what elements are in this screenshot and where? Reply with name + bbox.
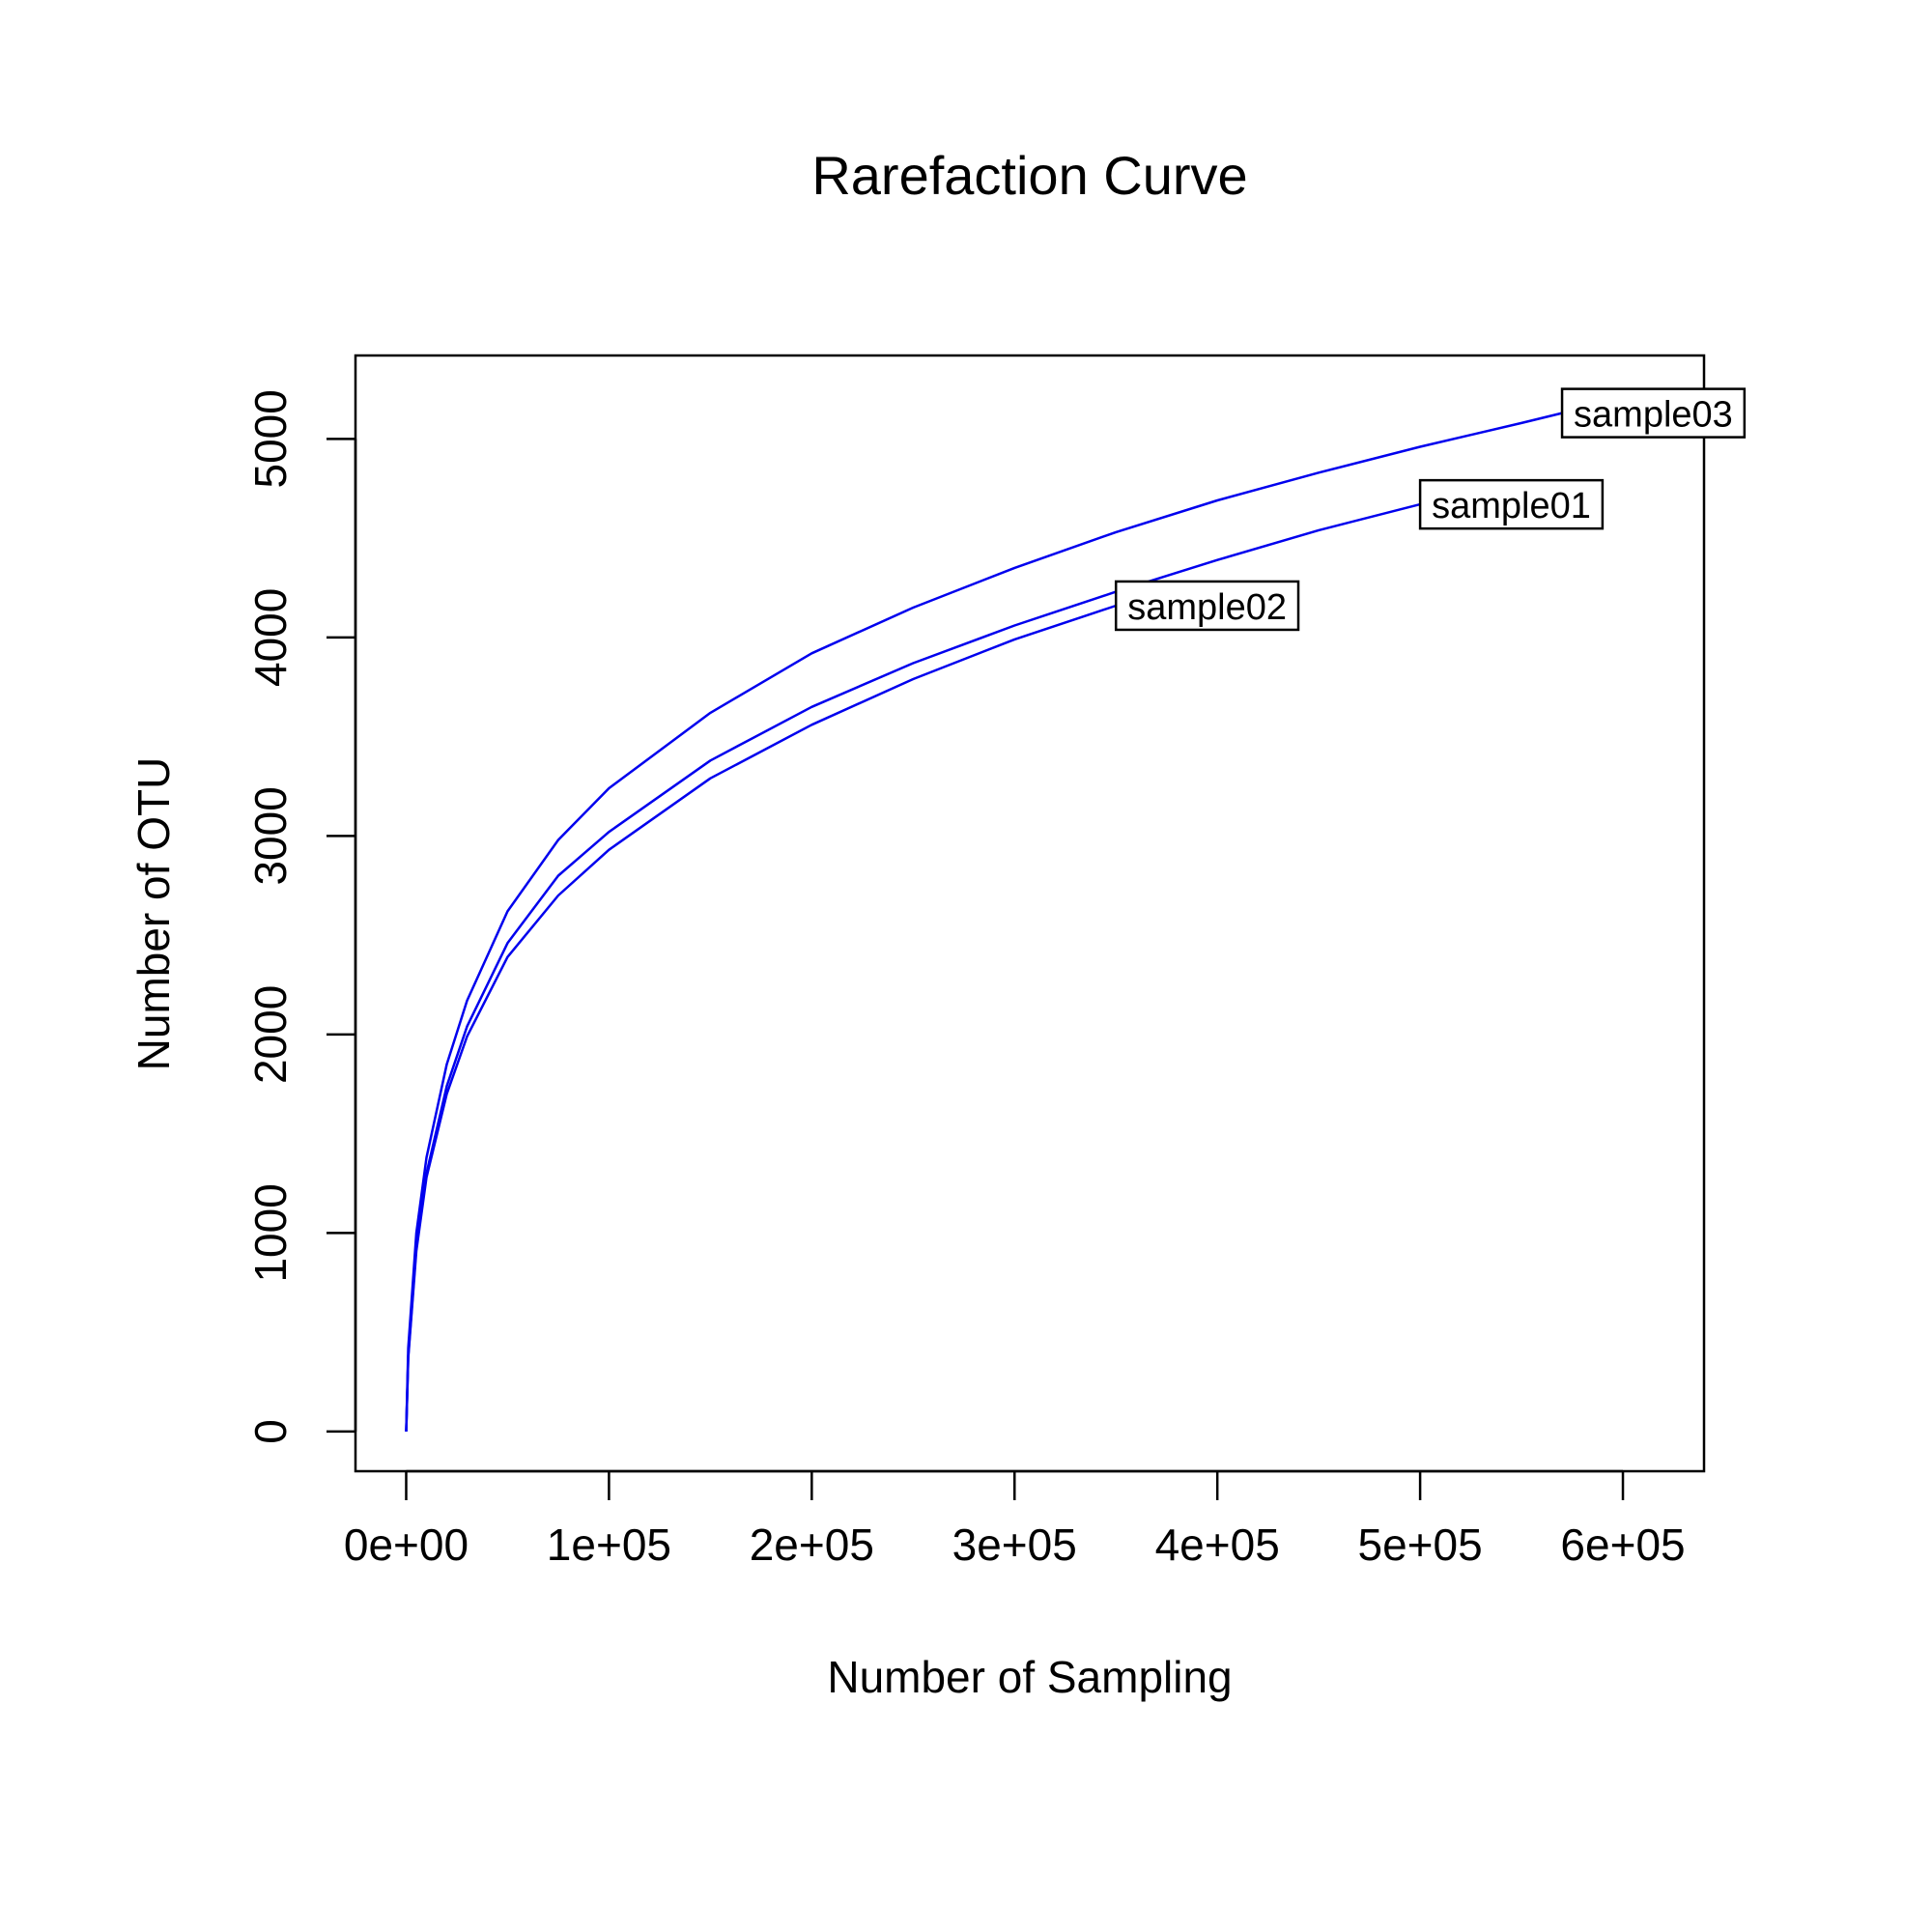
y-tick-label: 0 — [245, 1419, 296, 1444]
series-lines — [405, 412, 1563, 1432]
y-axis: 0 1000 2000 3000 4000 5000 — [245, 389, 357, 1444]
series-label-text: sample02 — [1127, 587, 1287, 628]
series-label-box — [1114, 580, 1300, 632]
x-tick-label: 2e+05 — [750, 1520, 874, 1570]
x-tick-label: 6e+05 — [1560, 1520, 1685, 1570]
x-axis: 0e+00 1e+05 2e+05 3e+05 4e+05 5e+05 6e+05 — [344, 1469, 1686, 1570]
x-axis-label: Number of Sampling — [827, 1652, 1232, 1702]
series-labels: sample03 sample01 sample02 — [1114, 387, 1747, 632]
y-tick-label: 4000 — [245, 588, 296, 687]
x-tick-label: 4e+05 — [1155, 1520, 1280, 1570]
y-tick-label: 5000 — [245, 389, 296, 488]
series-label-text: sample03 — [1574, 395, 1733, 436]
series-label-box — [1418, 478, 1605, 530]
series-label-sample01: sample01 — [1418, 478, 1605, 530]
series-line-sample01 — [405, 502, 1421, 1432]
series-label-sample02: sample02 — [1114, 580, 1300, 632]
y-tick-label: 1000 — [245, 1183, 296, 1282]
series-line-sample02 — [405, 604, 1117, 1432]
x-tick-label: 5e+05 — [1358, 1520, 1483, 1570]
x-tick-label: 3e+05 — [952, 1520, 1077, 1570]
x-tick-label: 1e+05 — [547, 1520, 671, 1570]
series-line-sample03 — [405, 412, 1563, 1432]
x-tick-label: 0e+00 — [344, 1520, 469, 1570]
y-axis-label: Number of OTU — [128, 757, 179, 1071]
y-tick-label: 2000 — [245, 985, 296, 1084]
y-tick-label: 3000 — [245, 786, 296, 885]
series-label-box — [1560, 387, 1747, 439]
series-label-text: sample01 — [1432, 486, 1591, 526]
chart-title: Rarefaction Curve — [811, 145, 1247, 206]
series-label-sample03: sample03 — [1560, 387, 1747, 439]
